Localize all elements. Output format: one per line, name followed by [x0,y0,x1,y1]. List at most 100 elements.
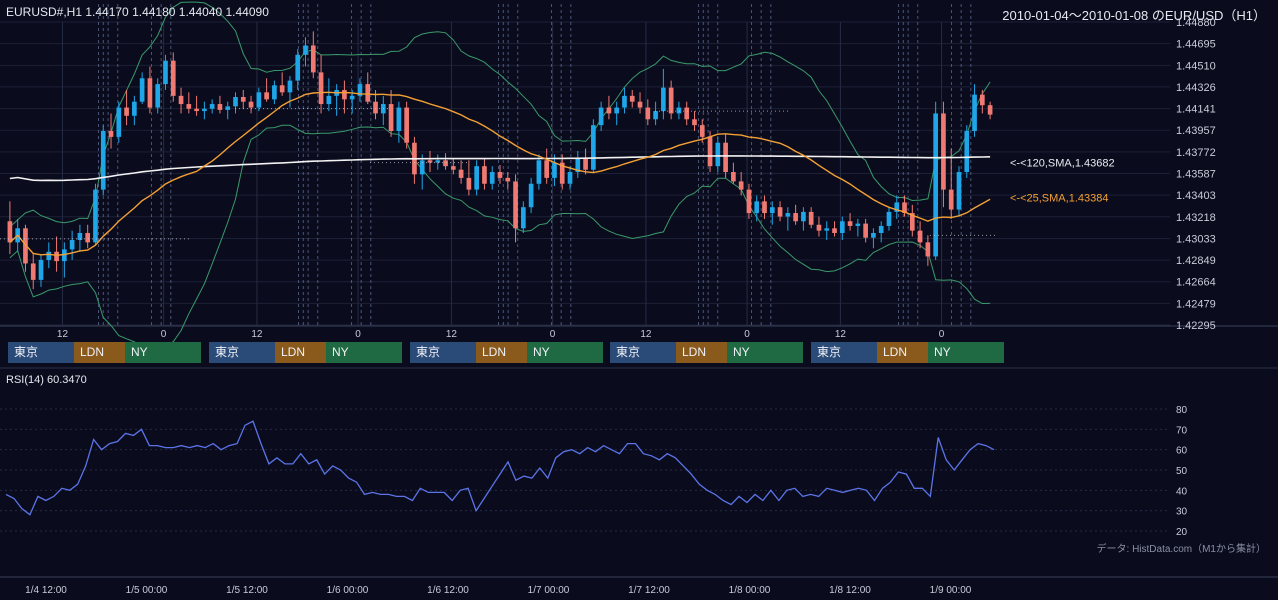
candle-bull [163,60,168,85]
candle-bear [808,211,814,225]
candle-bull [878,225,884,233]
rsi-time-tick-label: 1/6 00:00 [327,585,369,596]
rsi-panel: 80 70 60 50 40 30 20 1/4 12:00 1/5 00:00 1/5 12:0… [0,405,1188,596]
candle-bear [458,169,464,178]
candle-bull [972,94,977,132]
session-ldn: LDN [877,342,928,363]
moving-averages [0,91,995,257]
candle-bear [147,78,153,108]
axis-labels: 1.44880 1.44695 1.44510 1.44326 1.44141 1.439… [57,17,1216,340]
sma25-line [9,91,991,257]
candle-bear [186,104,192,109]
session-ny: NY [125,342,201,363]
candle-bear [847,221,853,226]
candle-bull [272,85,277,100]
price-tick-label: 1.42849 [1176,255,1216,267]
candle-bear [30,263,36,280]
candle-bear [684,107,690,120]
candle-bear [497,172,503,178]
candle-bear [692,119,697,126]
rsi-time-tick-label: 1/5 00:00 [126,585,168,596]
session-ny: NY [326,342,402,363]
time-tick-label: 12 [640,329,652,340]
candle-bear [979,94,985,106]
candle-bear [170,60,176,96]
candle-bear [318,72,324,105]
rsi-tick-label: 60 [1176,446,1188,457]
price-tick-label: 1.44141 [1176,104,1216,116]
candle-bear [816,224,822,231]
session-tokyo: 東京 [610,342,676,363]
candle-bull [116,107,122,137]
session-bar-2: 東京 LDN NY [209,342,402,363]
rsi-time-tick-label: 1/5 12:00 [226,585,268,596]
candle-bear [699,125,705,137]
session-ldn: LDN [476,342,527,363]
candle-bear [217,104,223,110]
candle-bear [723,142,728,173]
time-tick-label: 12 [835,329,847,340]
candle-bear [777,207,783,217]
candle-bear [450,166,456,170]
candle-bull [326,95,332,105]
candle-bull [256,92,262,108]
candle-bull [435,160,441,163]
rsi-tick-label: 80 [1176,405,1188,416]
candle-bear [941,113,946,190]
candle-bear [482,166,487,184]
session-ldn: LDN [676,342,727,363]
candle-bear [832,228,837,233]
bollinger-lower-line [9,124,991,347]
session-bar-3: 東京 LDN NY [410,342,603,363]
candle-bull [769,207,775,214]
candle-bull [824,228,830,231]
session-tokyo: 東京 [811,342,877,363]
candle-bull [287,80,293,93]
time-tick-label: 0 [161,329,167,340]
candle-bear [746,189,752,214]
candle-bear [925,242,931,257]
candle-bull [489,172,495,184]
candle-bull [528,183,534,208]
price-tick-label: 1.44326 [1176,82,1216,94]
candle-bear [909,213,915,231]
session-tokyo: 東京 [410,342,476,363]
sma120-line [9,155,991,182]
candle-bull [419,160,425,175]
sma25-annotation: <-<25,SMA,1.43384 [1010,192,1108,204]
grid-layer [0,21,1278,578]
candle-bull [591,125,596,170]
candle-bull [894,202,900,212]
candle-bear [559,162,565,184]
candle-bull [552,162,557,178]
candle-bear [108,131,114,137]
candle-bear [248,101,254,108]
candle-bull [225,106,231,110]
price-tick-label: 1.44880 [1176,17,1216,29]
session-tokyo: 東京 [209,342,275,363]
candle-bear [443,160,448,167]
candle-bull [396,107,402,132]
rsi-time-tick-label: 1/6 12:00 [427,585,469,596]
candle-bull [132,101,137,116]
time-tick-label: 0 [355,329,361,340]
candle-bull [956,172,962,210]
time-tick-label: 12 [57,329,69,340]
bollinger-upper-line [9,1,991,228]
candle-bear [505,177,511,182]
candle-bull [357,84,363,96]
candle-bear [948,189,954,210]
symbol-info: EURUSD#,H1 1.44170 1.44180 1.44040 1.440… [6,5,269,19]
session-bar-5: 東京 LDN NY [811,342,1004,363]
candle-bull [614,107,620,114]
candle-bull [785,213,791,217]
candle-bull [209,104,215,109]
candle-bull [598,107,604,126]
candle-bear [731,172,736,182]
candle-bull [653,111,658,120]
candle-bear [637,101,643,108]
session-tokyo: 東京 [8,342,74,363]
candle-bear [310,45,316,73]
candle-bear [388,104,394,132]
